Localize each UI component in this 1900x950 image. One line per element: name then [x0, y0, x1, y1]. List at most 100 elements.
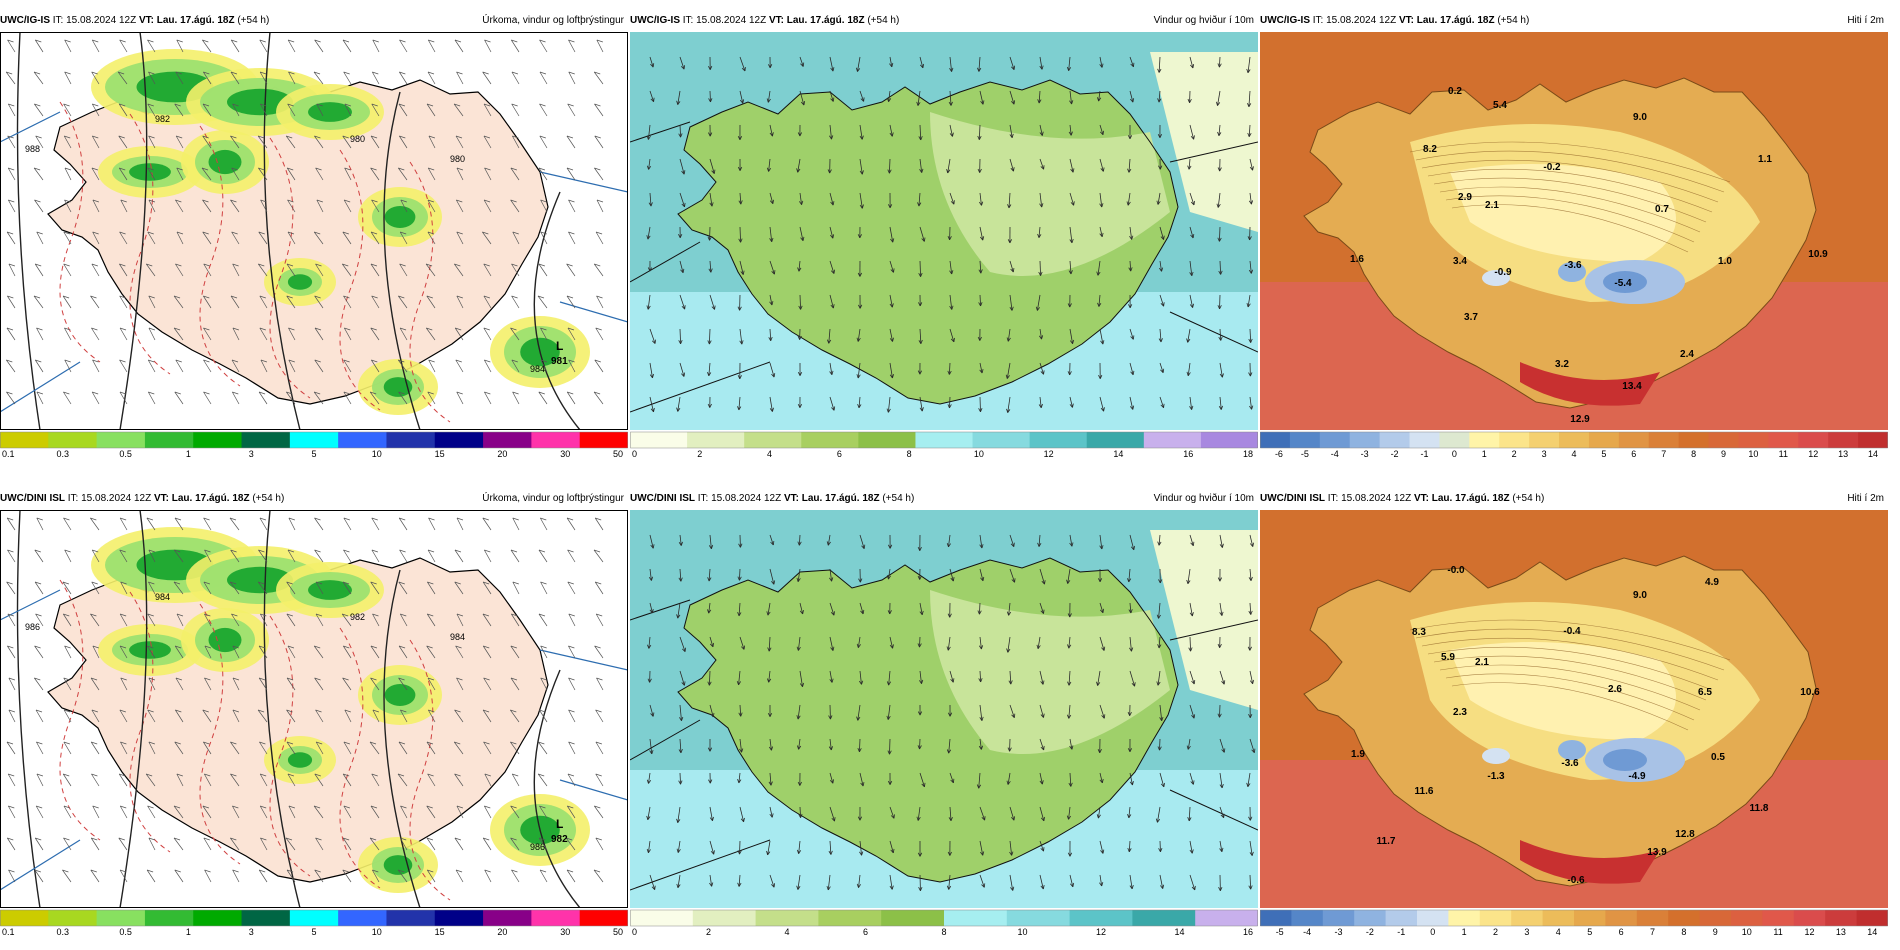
wind-arrow — [678, 328, 683, 345]
wind-arrow — [1248, 874, 1253, 890]
wind-barb — [370, 135, 380, 149]
isobar — [533, 191, 581, 430]
wind-arrow — [737, 124, 743, 140]
wind-barb — [399, 613, 408, 627]
wind-barb — [512, 135, 520, 149]
colorbar-swatch — [338, 910, 387, 926]
wind-barb — [539, 103, 548, 117]
wind-barb — [7, 103, 16, 117]
wind-arrow — [826, 874, 831, 891]
wind-arrow — [769, 362, 776, 378]
wind-barb — [566, 517, 576, 531]
wind-barb — [8, 677, 16, 691]
wind-arrow — [1189, 704, 1196, 719]
wind-arrow — [648, 192, 653, 207]
wind-arrow — [1099, 192, 1104, 208]
colorbar-swatch — [386, 432, 436, 448]
wind-barb — [33, 71, 44, 85]
wind-arrow — [739, 636, 746, 650]
wind-barb — [565, 837, 576, 851]
wind-arrow — [679, 294, 686, 310]
colorbar-swatch — [1200, 432, 1258, 448]
wind-barb — [119, 359, 128, 373]
wind-arrow — [978, 294, 983, 307]
wind-arrow — [978, 192, 984, 206]
wind-arrow — [1039, 362, 1045, 375]
map-frame — [0, 510, 628, 908]
wind-arrow — [1247, 636, 1252, 651]
wind-arrow — [1099, 636, 1106, 651]
wind-arrow — [1039, 192, 1044, 208]
wind-arrow — [1248, 568, 1253, 581]
wind-barb — [175, 263, 184, 277]
graticule-line — [630, 839, 771, 891]
colorbar-tick-label: -4 — [1331, 449, 1339, 458]
colorbar-tick-label: 1 — [1462, 927, 1467, 936]
colorbar-tick-label: 10 — [1748, 449, 1758, 458]
wind-arrow — [647, 670, 652, 683]
wind-barb — [203, 327, 212, 341]
precip-area — [181, 608, 269, 672]
wind-arrow — [649, 704, 655, 717]
wind-barb — [35, 613, 44, 627]
wind-barb — [399, 549, 408, 563]
colorbar-tick-label: 14 — [1867, 927, 1877, 936]
wind-arrow — [828, 704, 833, 720]
wind-arrow — [799, 56, 805, 67]
wind-barb — [35, 135, 44, 149]
wind-barb — [175, 677, 184, 691]
wind-barb — [372, 613, 380, 627]
colorbar-tick-label: 0 — [632, 927, 637, 936]
wind-arrow — [829, 602, 835, 616]
wind-arrow — [1215, 90, 1221, 106]
wind-barb — [568, 71, 576, 85]
wind-barb — [176, 231, 184, 245]
colorbar-swatch — [1289, 432, 1321, 448]
wind-arrow — [1218, 328, 1223, 341]
wind-barb — [259, 741, 268, 755]
wind-barb — [482, 517, 492, 531]
wind-barb — [202, 709, 212, 723]
wind-arrow — [708, 90, 713, 103]
colorbar-tick-label: 13 — [1836, 927, 1846, 936]
wind-barb — [7, 135, 16, 149]
wind-barb — [232, 263, 240, 277]
wind-arrow — [1217, 56, 1222, 68]
wind-barb — [287, 103, 296, 117]
wind-barb — [399, 135, 408, 149]
wind-arrow — [797, 534, 802, 546]
wind-arrow — [1007, 738, 1012, 752]
wind-arrow — [1156, 670, 1161, 686]
wind-barb — [34, 263, 44, 277]
colorbar-tick-label: 11 — [1779, 449, 1788, 458]
wind-barb — [595, 327, 604, 341]
valid-time-value: Lau. 17.ágú. 18Z — [156, 15, 235, 26]
wind-barb — [370, 581, 380, 595]
wind-arrow — [1039, 568, 1046, 585]
wind-arrow — [708, 124, 713, 137]
wind-arrow — [1189, 226, 1195, 239]
isotherm — [199, 125, 241, 387]
wind-barb — [428, 517, 436, 531]
precip-area — [358, 837, 438, 893]
colorbar: -6 -5 -4 -3 -2 -1 0 1 2 3 4 5 6 7 8 9 10 11 12 13 14 — [1260, 430, 1888, 458]
colorbar-swatch — [1636, 910, 1669, 926]
coastline — [677, 79, 1179, 405]
wind-arrow — [1248, 806, 1253, 821]
wind-arrow — [1009, 56, 1016, 70]
wind-barb — [593, 263, 604, 277]
colorbar-swatch — [801, 432, 859, 448]
wind-arrow — [767, 704, 773, 717]
model-name: UWC/IG-IS — [1260, 15, 1310, 26]
colorbar-tick-label: 2 — [1493, 927, 1498, 936]
wind-arrow — [769, 806, 774, 818]
wind-barb — [456, 677, 464, 691]
isotherm — [1433, 177, 1707, 223]
temperature-value: -0.2 — [1543, 162, 1561, 173]
wind-arrow — [768, 328, 773, 341]
colorbar-swatch — [579, 432, 628, 448]
temperature-value: 2.4 — [1680, 349, 1694, 360]
wind-arrow — [796, 568, 801, 582]
wind-barb — [482, 71, 492, 85]
wind-arrow — [1158, 568, 1163, 584]
